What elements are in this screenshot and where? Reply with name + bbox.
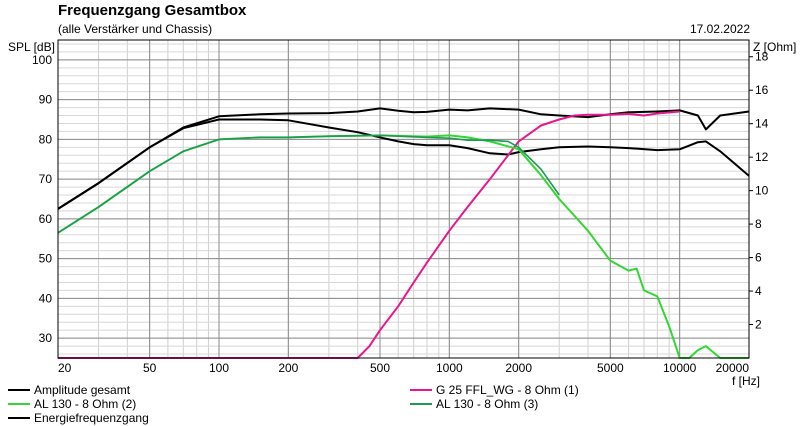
y2-tick-label: 8 [755,217,762,231]
legend-item-al130-2: AL 130 - 8 Ohm (2) [8,397,136,411]
legend-item-g25-ffl-wg: G 25 FFL_WG - 8 Ohm (1) [410,383,579,397]
y-tick-label: 50 [39,252,53,266]
legend-swatch [8,417,30,419]
series-line [57,134,560,234]
series-line [58,110,680,359]
tick-labels: 20 50 100 200 500 1000 2000 5000 10000 20000 30 40 5… [32,50,769,375]
x-tick-label: 2000 [505,361,532,375]
series-line [57,118,750,210]
y-tick-label: 30 [39,331,53,345]
y-axis-left-label: SPL [dB] [8,40,55,54]
series-lines [57,107,750,359]
legend-label: AL 130 - 8 Ohm (3) [436,397,539,411]
y2-tick-label: 12 [755,150,769,164]
y-tick-label: 80 [39,132,53,146]
y-tick-label: 40 [39,291,53,305]
series-line [57,134,749,359]
chart-date: 17.02.2022 [689,22,750,36]
y-tick-label: 60 [39,212,53,226]
x-tick-label: 50 [143,361,157,375]
legend-swatch [8,403,30,405]
plot-frame [57,39,750,359]
x-tick-label: 10000 [663,361,697,375]
legend-item-amplitude-gesamt: Amplitude gesamt [8,383,130,397]
legend-swatch [410,403,432,405]
y-tick-label: 70 [39,172,53,186]
x-tick-label: 200 [278,361,298,375]
x-axis-label: f [Hz] [732,374,761,388]
y-axis-right-label: Z [Ohm] [753,40,797,54]
chart-subtitle: (alle Verstärker und Chassis) [58,22,213,36]
x-tick-label: 1000 [436,361,463,375]
y2-tick-label: 16 [755,83,769,97]
legend-label: Energiefrequenzgang [34,411,149,425]
legend-item-al130-3: AL 130 - 8 Ohm (3) [410,397,538,411]
legend-label: Amplitude gesamt [34,383,131,397]
legend-label: AL 130 - 8 Ohm (2) [34,397,137,411]
y-tick-label: 100 [32,53,52,67]
y2-tick-label: 6 [755,251,762,265]
y2-tick-label: 18 [755,50,769,64]
legend-swatch [8,389,30,391]
series-line [57,107,750,210]
x-tick-label: 100 [209,361,229,375]
legend-item-energiefrequenzgang: Energiefrequenzgang [8,411,149,425]
legend-swatch [410,389,432,391]
x-tick-label: 500 [370,361,390,375]
x-tick-label: 5000 [597,361,624,375]
y2-tick-label: 4 [755,284,762,298]
y2-tick-label: 10 [755,184,769,198]
grid [57,40,750,358]
y2-tick-label: 2 [755,318,762,332]
x-tick-label: 20000 [716,361,750,375]
x-tick-label: 20 [58,361,72,375]
legend-label: G 25 FFL_WG - 8 Ohm (1) [436,383,579,397]
y-tick-label: 90 [39,93,53,107]
y2-tick-label: 14 [755,117,769,131]
chart-title: Frequenzgang Gesamtbox [58,2,247,19]
